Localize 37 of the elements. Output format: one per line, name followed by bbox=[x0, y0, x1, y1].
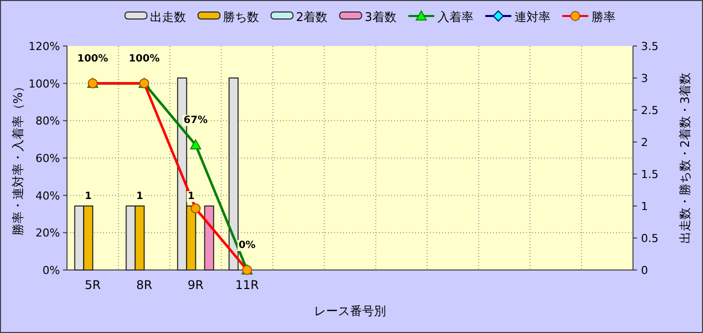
data-label: 1 bbox=[84, 191, 92, 202]
y2-tick-label: 2 bbox=[641, 136, 648, 149]
y2-tick-label: 0 bbox=[641, 264, 648, 277]
y-axis-title: 勝率・連対率・入着率（%） bbox=[11, 80, 25, 236]
legend-label: 2着数 bbox=[296, 10, 328, 24]
y2-axis-title: 出走数・勝ち数・2着数・3着数 bbox=[678, 72, 692, 244]
data-label: 67% bbox=[184, 114, 208, 126]
y2-tick-label: 1.5 bbox=[641, 168, 658, 181]
point bbox=[190, 139, 202, 150]
legend-label: 出走数 bbox=[150, 10, 186, 24]
y-tick-label: 0% bbox=[42, 264, 60, 277]
x-axis-title: レース番号別 bbox=[314, 304, 386, 318]
legend-label: 勝ち数 bbox=[223, 10, 259, 24]
y-tick-label: 20% bbox=[36, 226, 60, 240]
x-tick-label: 5R bbox=[84, 278, 101, 292]
x-tick-label: 9R bbox=[188, 278, 204, 292]
legend-label: 連対率 bbox=[514, 10, 550, 24]
y-tick-label: 40% bbox=[36, 189, 60, 202]
data-label: 100% bbox=[128, 53, 160, 64]
data-label: 1 bbox=[188, 191, 195, 202]
y-tick-label: 100% bbox=[28, 77, 60, 90]
data-label: 1 bbox=[136, 191, 144, 202]
x-tick-label: 8R bbox=[136, 278, 152, 292]
x-tick-label: 11R bbox=[235, 278, 259, 292]
y2-tick-label: 1 bbox=[641, 200, 648, 213]
data-label: 0% bbox=[238, 240, 256, 251]
legend-label: 入着率 bbox=[437, 10, 474, 24]
y-tick-label: 80% bbox=[36, 114, 60, 128]
y2-tick-label: 3 bbox=[641, 72, 648, 85]
y2-tick-label: 0.5 bbox=[641, 232, 658, 245]
legend-label: 勝率 bbox=[591, 10, 616, 24]
y2-tick-label: 3.5 bbox=[641, 40, 658, 53]
y-tick-label: 60% bbox=[36, 152, 60, 165]
y2-tick-label: 2.5 bbox=[641, 104, 658, 117]
data-label: 100% bbox=[77, 53, 108, 64]
y-tick-label: 120% bbox=[28, 40, 60, 53]
legend-label: 3着数 bbox=[364, 10, 396, 24]
